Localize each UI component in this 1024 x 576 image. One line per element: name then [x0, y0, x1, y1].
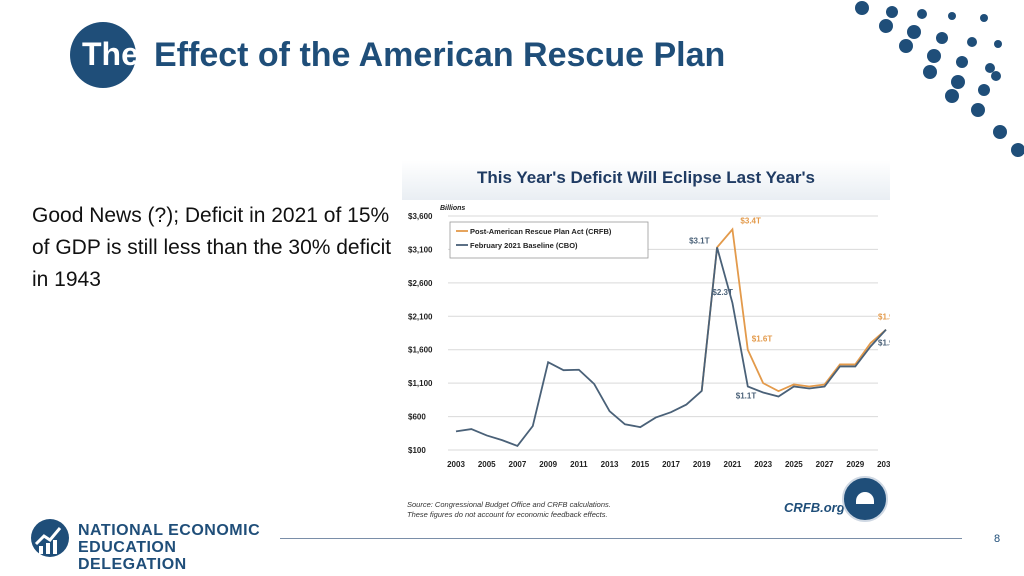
y-tick-label: $3,100	[408, 245, 433, 254]
chart-frame: This Year's Deficit Will Eclipse Last Ye…	[402, 160, 890, 530]
y-tick-label: $2,100	[408, 312, 433, 321]
x-tick-label: 2005	[478, 460, 496, 469]
x-tick-label: 2023	[754, 460, 772, 469]
data-label: $2.3T	[712, 288, 733, 297]
x-tick-label: 2007	[509, 460, 527, 469]
x-tick-label: 2025	[785, 460, 803, 469]
decorative-dots	[855, 1, 1024, 157]
data-label: $1.1T	[736, 391, 757, 400]
x-tick-label: 2017	[662, 460, 680, 469]
legend-box	[449, 221, 649, 259]
title-circle	[70, 22, 136, 88]
y-tick-label: $100	[408, 446, 426, 455]
x-tick-label: 2011	[570, 460, 588, 469]
y-tick-label: $1,600	[408, 346, 433, 355]
footer-divider	[280, 538, 962, 539]
x-tick-label: 2027	[816, 460, 834, 469]
data-label: $1.9T	[878, 313, 890, 322]
title-text: Effect of the American Rescue Plan	[154, 36, 726, 74]
x-tick-label: 2009	[539, 460, 557, 469]
y-tick-label: $600	[408, 413, 426, 422]
source-line-1: Source: Congressional Budget Office and …	[407, 500, 611, 509]
series-line-cbo	[455, 247, 887, 447]
y-tick-label: $2,600	[408, 279, 433, 288]
data-label: $1.6T	[752, 335, 773, 344]
x-tick-label: 2003	[447, 460, 465, 469]
chart-source: Source: Congressional Budget Office and …	[407, 500, 611, 520]
crfb-brand: CRFB.org	[784, 500, 845, 515]
chart-header	[402, 160, 890, 200]
x-tick-label: 2021	[724, 460, 742, 469]
series-line-crfb	[700, 227, 887, 393]
legend-entry: February 2021 Baseline (CBO)	[470, 241, 578, 250]
page-number: 8	[994, 533, 1001, 545]
crfb-seal-icon	[842, 476, 888, 522]
deficit-line-chart: Billions $3,600 $3,100 $2,600 $2,100 $1,600 $1…	[408, 205, 890, 469]
ned-logo-icon	[31, 519, 69, 557]
data-label: $3.1T	[689, 236, 710, 245]
logo-line-1: NATIONAL ECONOMIC	[78, 522, 261, 539]
x-tick-label: 2019	[693, 460, 711, 469]
y-tick-label: $3,600	[408, 212, 433, 221]
body-text: Good News (?); Deficit in 2021 of 15% of…	[32, 204, 392, 291]
logo-line-2: EDUCATION DELEGATION	[78, 539, 187, 573]
title-prefix: The	[82, 36, 136, 72]
data-label: $1.9T	[878, 339, 890, 348]
y-axis-label: Billions	[440, 205, 465, 212]
data-label: $3.4T	[740, 216, 761, 225]
x-tick-label: 2029	[846, 460, 864, 469]
ned-logo: NATIONAL ECONOMIC EDUCATION DELEGATION	[30, 518, 270, 573]
ned-logo-text: NATIONAL ECONOMIC EDUCATION DELEGATION	[78, 522, 270, 573]
x-tick-label: 2013	[601, 460, 619, 469]
x-tick-label: 2031	[877, 460, 890, 469]
y-tick-label: $1,100	[408, 379, 433, 388]
legend-entry: Post-American Rescue Plan Act (CRFB)	[470, 227, 612, 236]
x-tick-label: 2015	[631, 460, 649, 469]
chart-title: This Year's Deficit Will Eclipse Last Ye…	[476, 168, 816, 187]
source-line-2: These figures do not account for economi…	[407, 510, 608, 519]
